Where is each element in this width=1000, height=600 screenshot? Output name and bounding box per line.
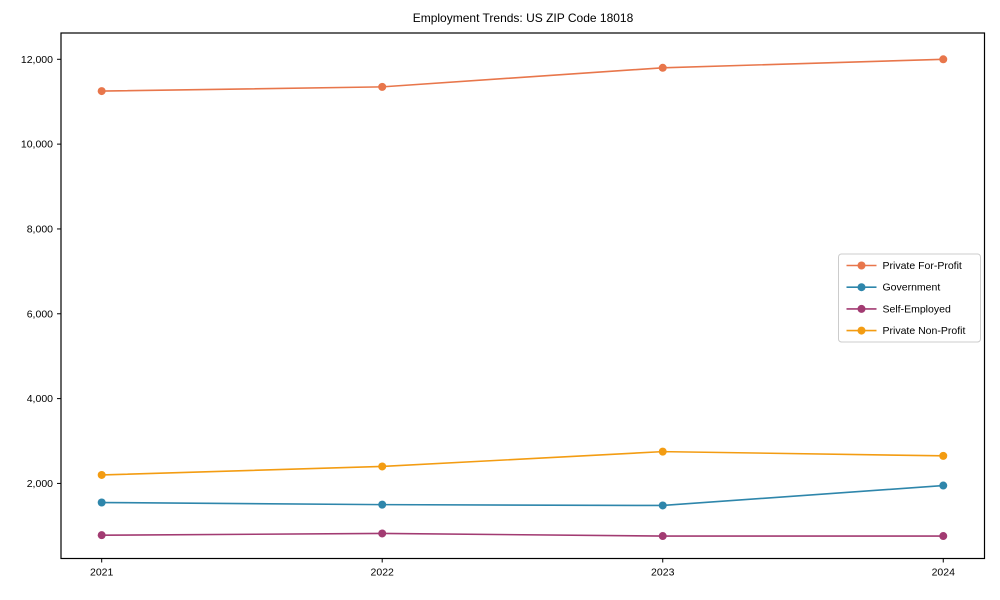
x-tick-label: 2024 — [932, 567, 956, 579]
data-point-private-for-profit — [378, 82, 387, 91]
data-point-government — [658, 501, 667, 510]
series-line-private-non-profit — [101, 450, 944, 476]
legend-label-private-non-profit: Private Non-Profit — [883, 325, 966, 337]
legend-label-private-for-profit: Private For-Profit — [883, 260, 962, 272]
y-tick-label: 10,000 — [21, 139, 53, 151]
legend-marker-private-for-profit — [857, 261, 866, 270]
x-tick-label: 2022 — [371, 567, 395, 579]
y-tick-label: 12,000 — [21, 54, 53, 66]
y-tick-label: 2,000 — [27, 478, 53, 490]
data-point-government — [97, 498, 106, 507]
data-point-private-non-profit — [97, 470, 106, 479]
legend: Private For-Profit Government Self-Employe… — [838, 253, 981, 343]
data-point-self-employed — [658, 532, 667, 541]
y-tick-label: 6,000 — [27, 308, 53, 320]
legend-label-government: Government — [883, 282, 941, 294]
x-tick-label: 2021 — [90, 567, 114, 579]
data-point-government — [378, 500, 387, 509]
series-line-private-for-profit — [101, 58, 944, 92]
data-point-private-non-profit — [378, 462, 387, 471]
legend-marker-private-non-profit — [857, 326, 866, 335]
legend-marker-government — [857, 283, 866, 292]
data-point-private-for-profit — [658, 63, 667, 72]
x-tick-label: 2023 — [651, 567, 675, 579]
legend-label-self-employed: Self-Employed — [883, 303, 951, 315]
data-point-private-for-profit — [939, 55, 948, 64]
data-point-private-non-profit — [658, 447, 667, 456]
data-point-private-for-profit — [97, 87, 106, 96]
data-point-self-employed — [97, 531, 106, 540]
legend-box — [838, 253, 981, 343]
y-tick-label: 4,000 — [27, 393, 53, 405]
data-point-self-employed — [378, 529, 387, 538]
data-point-government — [939, 481, 948, 490]
series-line-self-employed — [101, 532, 944, 537]
chart-title: Employment Trends: US ZIP Code 18018 — [412, 11, 634, 25]
data-point-self-employed — [939, 532, 948, 541]
data-point-private-non-profit — [939, 451, 948, 460]
legend-marker-self-employed — [857, 304, 866, 313]
y-tick-label: 8,000 — [27, 223, 53, 235]
plot-border — [60, 32, 986, 560]
series-line-government — [101, 484, 944, 507]
